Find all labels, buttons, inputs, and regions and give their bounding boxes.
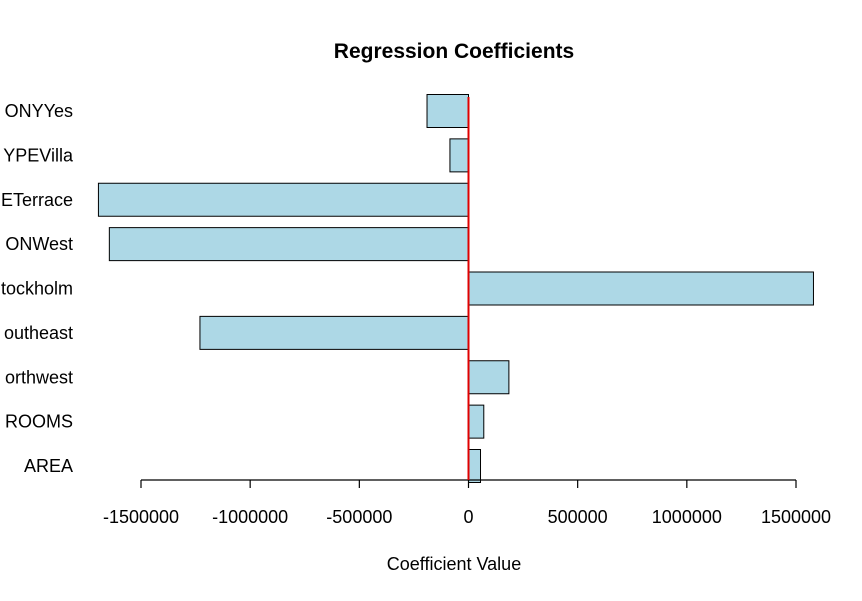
- x-axis-title: Coefficient Value: [387, 554, 521, 574]
- bar-outheast: [199, 315, 469, 350]
- x-tick-label: 0: [463, 507, 473, 527]
- x-tick-label: -1000000: [212, 507, 288, 527]
- bar-area: [468, 449, 482, 483]
- category-label-outheast: outheast: [4, 323, 73, 343]
- x-tick-label: -1500000: [103, 507, 179, 527]
- category-label-eterrace: ETerrace: [1, 190, 73, 210]
- x-tick-label: 1000000: [652, 507, 722, 527]
- category-labels-group: AREA ROOMS orthwest outheast tockholm ONWest E…: [1, 101, 74, 476]
- x-axis-ticks-group: -1500000 -1000000 -500000 0 500000 1000000 150…: [103, 480, 831, 527]
- category-label-ypevilla: YPEVilla: [3, 145, 74, 165]
- bar-onwest: [108, 227, 469, 262]
- category-label-onyyes: ONYYes: [5, 101, 73, 121]
- bar-tockholm: [468, 271, 814, 306]
- category-label-area: AREA: [24, 456, 73, 476]
- category-label-rooms: ROOMS: [5, 412, 73, 432]
- x-tick-label: 500000: [548, 507, 608, 527]
- bar-ypevilla: [449, 138, 470, 173]
- category-label-orthwest: orthwest: [5, 367, 73, 387]
- category-label-tockholm: tockholm: [1, 279, 73, 299]
- category-label-onwest: ONWest: [5, 234, 73, 254]
- bars-group: [97, 94, 814, 483]
- bar-rooms: [468, 404, 485, 439]
- bar-onyyes: [426, 94, 469, 128]
- x-tick-label: 1500000: [761, 507, 831, 527]
- x-tick-label: -500000: [326, 507, 392, 527]
- bar-orthwest: [468, 360, 510, 395]
- bar-eterrace: [97, 182, 470, 217]
- chart-title: Regression Coefficients: [334, 40, 574, 63]
